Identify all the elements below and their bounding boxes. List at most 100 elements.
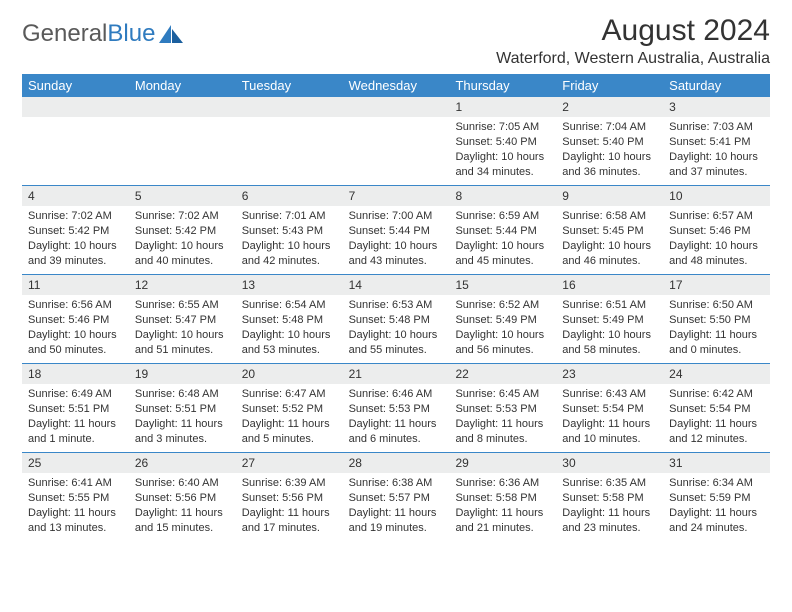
cell-daylight: Daylight: 10 hours and 51 minutes.: [135, 328, 230, 358]
cell-sunset: Sunset: 5:50 PM: [669, 313, 764, 328]
cell-sunset: Sunset: 5:40 PM: [562, 135, 657, 150]
cell-body: Sunrise: 6:38 AMSunset: 5:57 PMDaylight:…: [343, 473, 450, 539]
calendar: Sunday Monday Tuesday Wednesday Thursday…: [22, 74, 770, 541]
cell-daylight: Daylight: 10 hours and 37 minutes.: [669, 150, 764, 180]
cell-day-number: 10: [663, 186, 770, 206]
cell-day-number: 18: [22, 364, 129, 384]
cell-body: Sunrise: 6:50 AMSunset: 5:50 PMDaylight:…: [663, 295, 770, 361]
logo: GeneralBlue: [22, 14, 185, 48]
cell-sunrise: Sunrise: 7:05 AM: [455, 120, 550, 135]
cell-sunrise: Sunrise: 6:51 AM: [562, 298, 657, 313]
cell-daylight: Daylight: 10 hours and 55 minutes.: [349, 328, 444, 358]
cell-sunset: Sunset: 5:55 PM: [28, 491, 123, 506]
cell-day-number: 13: [236, 275, 343, 295]
cell-sunrise: Sunrise: 6:38 AM: [349, 476, 444, 491]
cell-sunset: Sunset: 5:51 PM: [28, 402, 123, 417]
cell-body: Sunrise: 6:45 AMSunset: 5:53 PMDaylight:…: [449, 384, 556, 450]
cell-daylight: Daylight: 10 hours and 34 minutes.: [455, 150, 550, 180]
cell-body: Sunrise: 6:42 AMSunset: 5:54 PMDaylight:…: [663, 384, 770, 450]
calendar-cell: 15Sunrise: 6:52 AMSunset: 5:49 PMDayligh…: [449, 275, 556, 363]
cell-body: Sunrise: 6:56 AMSunset: 5:46 PMDaylight:…: [22, 295, 129, 361]
day-header-tue: Tuesday: [236, 74, 343, 97]
cell-sunrise: Sunrise: 6:50 AM: [669, 298, 764, 313]
day-header-sun: Sunday: [22, 74, 129, 97]
cell-day-number: [129, 97, 236, 117]
cell-sunset: Sunset: 5:49 PM: [562, 313, 657, 328]
cell-sunset: Sunset: 5:46 PM: [669, 224, 764, 239]
cell-body: Sunrise: 6:57 AMSunset: 5:46 PMDaylight:…: [663, 206, 770, 272]
calendar-cell: 1Sunrise: 7:05 AMSunset: 5:40 PMDaylight…: [449, 97, 556, 185]
cell-body: Sunrise: 7:02 AMSunset: 5:42 PMDaylight:…: [129, 206, 236, 272]
cell-sunrise: Sunrise: 6:39 AM: [242, 476, 337, 491]
cell-sunrise: Sunrise: 6:40 AM: [135, 476, 230, 491]
cell-sunrise: Sunrise: 7:02 AM: [135, 209, 230, 224]
cell-sunset: Sunset: 5:44 PM: [455, 224, 550, 239]
cell-daylight: Daylight: 11 hours and 10 minutes.: [562, 417, 657, 447]
cell-day-number: 25: [22, 453, 129, 473]
cell-body: Sunrise: 6:36 AMSunset: 5:58 PMDaylight:…: [449, 473, 556, 539]
cell-day-number: 12: [129, 275, 236, 295]
cell-sunrise: Sunrise: 6:47 AM: [242, 387, 337, 402]
cell-sunset: Sunset: 5:54 PM: [669, 402, 764, 417]
cell-body: Sunrise: 6:43 AMSunset: 5:54 PMDaylight:…: [556, 384, 663, 450]
calendar-cell: 29Sunrise: 6:36 AMSunset: 5:58 PMDayligh…: [449, 453, 556, 541]
calendar-cell: 23Sunrise: 6:43 AMSunset: 5:54 PMDayligh…: [556, 364, 663, 452]
cell-daylight: Daylight: 11 hours and 23 minutes.: [562, 506, 657, 536]
calendar-cell: 3Sunrise: 7:03 AMSunset: 5:41 PMDaylight…: [663, 97, 770, 185]
day-header-row: Sunday Monday Tuesday Wednesday Thursday…: [22, 74, 770, 97]
cell-sunset: Sunset: 5:46 PM: [28, 313, 123, 328]
cell-sunrise: Sunrise: 6:43 AM: [562, 387, 657, 402]
cell-body: Sunrise: 6:53 AMSunset: 5:48 PMDaylight:…: [343, 295, 450, 361]
cell-sunset: Sunset: 5:57 PM: [349, 491, 444, 506]
cell-sunrise: Sunrise: 6:53 AM: [349, 298, 444, 313]
cell-sunrise: Sunrise: 6:54 AM: [242, 298, 337, 313]
logo-sail-icon: [157, 23, 185, 45]
cell-body: Sunrise: 7:00 AMSunset: 5:44 PMDaylight:…: [343, 206, 450, 272]
cell-sunset: Sunset: 5:53 PM: [349, 402, 444, 417]
cell-daylight: Daylight: 10 hours and 39 minutes.: [28, 239, 123, 269]
cell-daylight: Daylight: 10 hours and 42 minutes.: [242, 239, 337, 269]
cell-day-number: 7: [343, 186, 450, 206]
cell-sunset: Sunset: 5:49 PM: [455, 313, 550, 328]
cell-sunset: Sunset: 5:56 PM: [135, 491, 230, 506]
cell-body: Sunrise: 7:03 AMSunset: 5:41 PMDaylight:…: [663, 117, 770, 183]
cell-body: Sunrise: 6:48 AMSunset: 5:51 PMDaylight:…: [129, 384, 236, 450]
cell-sunrise: Sunrise: 6:36 AM: [455, 476, 550, 491]
cell-sunrise: Sunrise: 6:35 AM: [562, 476, 657, 491]
cell-body: Sunrise: 6:41 AMSunset: 5:55 PMDaylight:…: [22, 473, 129, 539]
calendar-cell: 14Sunrise: 6:53 AMSunset: 5:48 PMDayligh…: [343, 275, 450, 363]
cell-day-number: 17: [663, 275, 770, 295]
cell-daylight: Daylight: 10 hours and 36 minutes.: [562, 150, 657, 180]
cell-sunset: Sunset: 5:54 PM: [562, 402, 657, 417]
calendar-page: GeneralBlue August 2024 Waterford, Weste…: [0, 0, 792, 541]
page-subtitle: Waterford, Western Australia, Australia: [496, 50, 770, 68]
cell-day-number: 27: [236, 453, 343, 473]
day-header-mon: Monday: [129, 74, 236, 97]
cell-sunrise: Sunrise: 6:42 AM: [669, 387, 764, 402]
cell-daylight: Daylight: 11 hours and 6 minutes.: [349, 417, 444, 447]
cell-sunrise: Sunrise: 6:55 AM: [135, 298, 230, 313]
week-row: 4Sunrise: 7:02 AMSunset: 5:42 PMDaylight…: [22, 185, 770, 274]
cell-daylight: Daylight: 11 hours and 17 minutes.: [242, 506, 337, 536]
cell-sunset: Sunset: 5:42 PM: [28, 224, 123, 239]
calendar-cell: [22, 97, 129, 185]
cell-daylight: Daylight: 10 hours and 43 minutes.: [349, 239, 444, 269]
cell-body: Sunrise: 6:49 AMSunset: 5:51 PMDaylight:…: [22, 384, 129, 450]
cell-sunset: Sunset: 5:59 PM: [669, 491, 764, 506]
cell-day-number: 26: [129, 453, 236, 473]
calendar-cell: 13Sunrise: 6:54 AMSunset: 5:48 PMDayligh…: [236, 275, 343, 363]
cell-daylight: Daylight: 10 hours and 53 minutes.: [242, 328, 337, 358]
logo-text-general: General: [22, 20, 107, 48]
cell-sunset: Sunset: 5:56 PM: [242, 491, 337, 506]
cell-sunset: Sunset: 5:42 PM: [135, 224, 230, 239]
cell-body: Sunrise: 7:04 AMSunset: 5:40 PMDaylight:…: [556, 117, 663, 183]
cell-sunrise: Sunrise: 6:59 AM: [455, 209, 550, 224]
cell-day-number: 4: [22, 186, 129, 206]
week-row: 25Sunrise: 6:41 AMSunset: 5:55 PMDayligh…: [22, 452, 770, 541]
calendar-cell: 25Sunrise: 6:41 AMSunset: 5:55 PMDayligh…: [22, 453, 129, 541]
cell-daylight: Daylight: 10 hours and 48 minutes.: [669, 239, 764, 269]
cell-day-number: 5: [129, 186, 236, 206]
cell-body: Sunrise: 7:02 AMSunset: 5:42 PMDaylight:…: [22, 206, 129, 272]
cell-daylight: Daylight: 11 hours and 3 minutes.: [135, 417, 230, 447]
cell-day-number: [343, 97, 450, 117]
